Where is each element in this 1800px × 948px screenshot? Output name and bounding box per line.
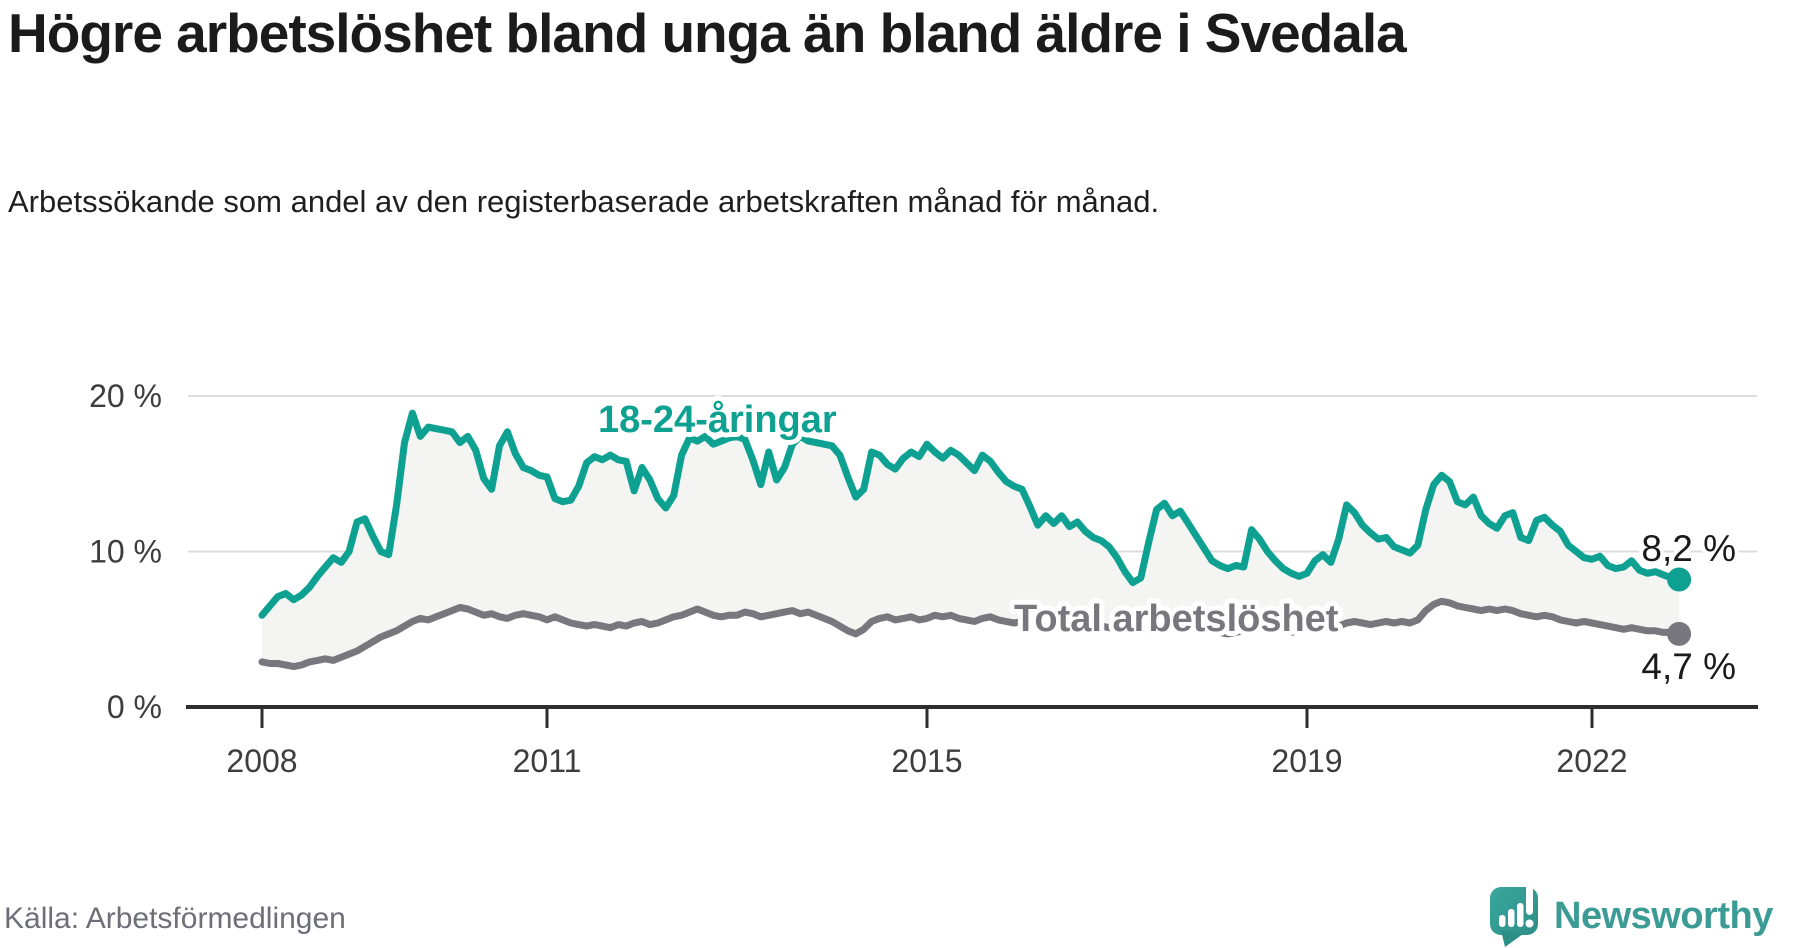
source-note: Källa: Arbetsförmedlingen xyxy=(4,902,346,935)
x-tick-label-2019: 2019 xyxy=(1271,743,1342,779)
y-tick-label-10: 10 % xyxy=(89,534,162,570)
newsworthy-logo-graphic: Newsworthy xyxy=(1490,883,1774,947)
y-tick-label-20: 20 % xyxy=(89,378,162,414)
total-line-end-dot xyxy=(1667,621,1692,646)
youth-end-value-label: 8,2 % xyxy=(1641,528,1736,569)
x-tick-label-2011: 2011 xyxy=(513,743,582,779)
y-axis-labels: 20 % 10 % 0 % xyxy=(89,378,162,725)
total-series-label: Total arbetslöshet xyxy=(1014,598,1339,640)
youth-series-label: 18-24-åringar xyxy=(598,399,837,441)
youth-line-end-dot xyxy=(1667,567,1692,592)
total-end-value-label: 4,7 % xyxy=(1641,646,1736,687)
newsworthy-wordmark: Newsworthy xyxy=(1554,895,1773,937)
area-between-series xyxy=(262,413,1680,667)
x-axis-labels: 2008 2011 2015 2019 2022 xyxy=(226,743,1627,779)
newsworthy-logo: Newsworthy xyxy=(1488,880,1800,948)
x-tick-label-2022: 2022 xyxy=(1556,743,1627,779)
youth-unemployment-line xyxy=(258,409,1683,619)
speech-bubble-chart-icon xyxy=(1490,883,1538,947)
exclamation-icon-bar xyxy=(1526,883,1533,915)
bar-icon-medium xyxy=(1508,909,1515,927)
exclamation-icon-dot xyxy=(1525,919,1534,928)
total-unemployment-line xyxy=(258,597,1683,671)
chart-subtitle: Arbetssökande som andel av den registerb… xyxy=(8,184,1160,219)
x-tick-label-2008: 2008 xyxy=(226,743,297,779)
x-tick-label-2015: 2015 xyxy=(891,743,962,779)
x-axis-ticks xyxy=(260,709,1594,728)
bar-icon-short xyxy=(1499,915,1506,927)
page-title: Högre arbetslöshet bland unga än bland ä… xyxy=(8,2,1407,64)
y-tick-label-0: 0 % xyxy=(107,689,162,725)
bar-icon-tall xyxy=(1517,903,1524,927)
